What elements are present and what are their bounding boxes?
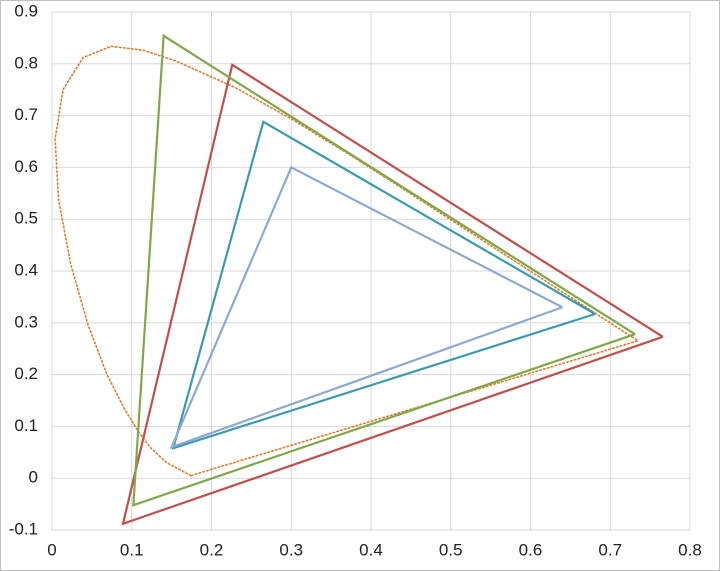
x-tick-label: 0.7: [598, 540, 622, 559]
x-tick-label: 0.2: [200, 540, 224, 559]
x-tick-label: 0.4: [359, 540, 383, 559]
y-tick-label: 0: [29, 468, 38, 487]
y-tick-label: 0.8: [14, 53, 38, 72]
y-tick-label: 0.4: [14, 260, 38, 279]
x-tick-label: 0.8: [678, 540, 702, 559]
series-line: [169, 165, 563, 450]
series-line: [132, 33, 636, 507]
x-tick-label: 0.3: [279, 540, 303, 559]
y-tick-label: 0.3: [14, 312, 38, 331]
y-tick-label: -0.1: [9, 519, 38, 538]
series-line: [171, 120, 596, 450]
x-tick-label: 0.5: [439, 540, 463, 559]
y-tick-label: 0.1: [14, 416, 38, 435]
x-tick-label: 0: [47, 540, 56, 559]
y-tick-label: 0.7: [14, 105, 38, 124]
y-tick-label: 0.5: [14, 209, 38, 228]
y-tick-label: 0.6: [14, 157, 38, 176]
x-tick-label: 0.1: [120, 540, 144, 559]
y-tick-label: 0.2: [14, 364, 38, 383]
series-line: [121, 63, 664, 526]
y-tick-label: 0.9: [14, 1, 38, 20]
x-tick-label: 0.6: [519, 540, 543, 559]
series-line: [54, 45, 640, 477]
